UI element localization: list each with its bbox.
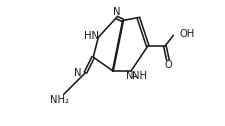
Text: HN: HN (84, 31, 99, 41)
Text: N: N (74, 68, 81, 78)
Text: N: N (113, 7, 120, 17)
Text: NH: NH (132, 71, 147, 81)
Text: OH: OH (180, 29, 195, 39)
Text: N: N (126, 71, 133, 81)
Text: NH₂: NH₂ (50, 95, 69, 105)
Text: O: O (165, 60, 173, 70)
